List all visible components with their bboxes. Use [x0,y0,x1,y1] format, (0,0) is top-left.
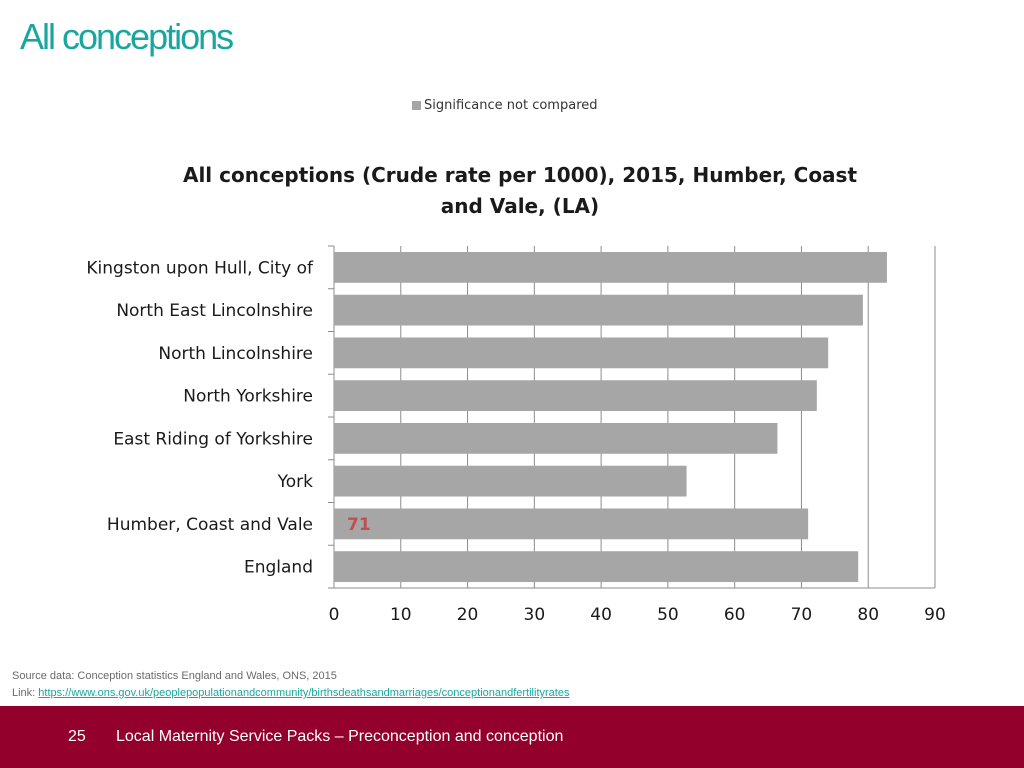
x-tick-label: 50 [657,605,679,625]
link-line: Link: https://www.ons.gov.uk/peoplepopul… [12,685,569,702]
category-label: Humber, Coast and Vale [107,515,313,535]
bar [334,294,863,326]
source-line: Source data: Conception statistics Engla… [12,670,337,682]
bar [334,508,809,540]
x-tick-label: 40 [590,605,612,625]
bar-chart: Kingston upon Hull, City of North East Li… [86,245,946,625]
x-tick-label: 10 [390,605,412,625]
category-label: North Yorkshire [183,387,313,407]
category-label: North Lincolnshire [158,344,313,364]
category-label: East Riding of Yorkshire [113,429,313,449]
bar [334,251,887,283]
x-tick-label: 80 [857,605,879,625]
x-tick-label: 70 [791,605,813,625]
category-label: North East Lincolnshire [116,301,313,321]
page-number: 25 [68,728,86,745]
footer-text: Local Maternity Service Packs – Preconce… [116,728,564,745]
x-tick-label: 20 [457,605,479,625]
category-label: Kingston upon Hull, City of [86,258,314,278]
source-note: Source data: Conception statistics Engla… [12,668,569,702]
bar [334,551,859,583]
x-tick-label: 30 [524,605,546,625]
bar [334,422,778,454]
footer-bar: 25 Local Maternity Service Packs – Preco… [0,706,1024,768]
chart-legend: Significance not compared [412,98,598,113]
category-label: York [277,472,314,492]
data-label: 71 [347,515,371,535]
category-label: England [244,558,313,578]
bar [334,465,687,497]
bar [334,337,829,369]
source-link[interactable]: https://www.ons.gov.uk/peoplepopulationa… [38,687,570,699]
link-label: Link: [12,687,39,699]
slide-title: All conceptions [20,16,234,57]
legend-swatch [412,101,421,110]
x-tick-label: 90 [924,605,946,625]
chart-title: All conceptions (Crude rate per 1000), 2… [182,163,858,218]
x-tick-label: 0 [329,605,340,625]
bar [334,380,817,412]
legend-label: Significance not compared [424,98,598,113]
x-tick-label: 60 [724,605,746,625]
